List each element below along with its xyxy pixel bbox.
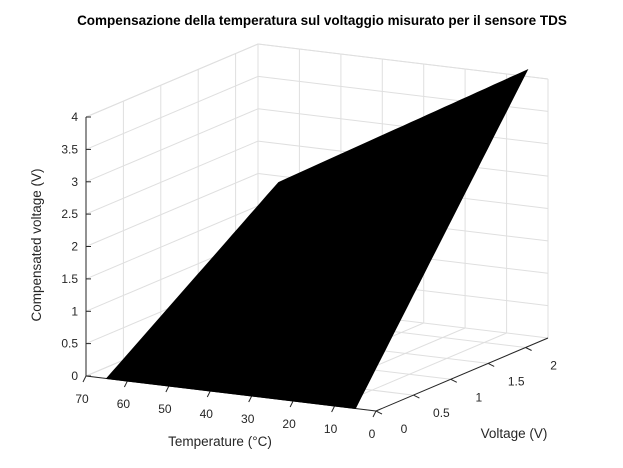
y-tick-mark	[372, 410, 377, 418]
tick-labels: 00.511.5201020304050607000.511.522.533.5…	[61, 110, 557, 441]
z-tick-label: 1.5	[61, 272, 78, 286]
y-axis-label: Temperature (°C)	[168, 434, 272, 449]
x-tick-label: 1	[475, 390, 482, 404]
x-tick-label: 0	[401, 422, 408, 436]
y-tick-mark	[165, 385, 170, 393]
back-wall-gridline-compensated	[85, 140, 259, 215]
y-tick-mark	[248, 395, 253, 403]
y-tick-label: 70	[75, 392, 89, 406]
y-tick-mark	[206, 390, 211, 398]
y-tick-label: 30	[241, 412, 255, 426]
x-axis-line	[375, 337, 549, 412]
x-tick-mark	[375, 410, 383, 415]
y-tick-mark	[289, 400, 294, 408]
x-tick-label: 2	[550, 359, 557, 373]
x-tick-label: 0.5	[433, 406, 450, 420]
surface-patch	[105, 68, 529, 410]
box-edge	[85, 43, 259, 118]
y-tick-mark	[123, 380, 128, 388]
x-tick-mark	[487, 362, 495, 367]
back-wall-gridline-compensated	[85, 75, 259, 150]
y-tick-label: 40	[200, 407, 214, 421]
x-tick-mark	[525, 347, 532, 351]
z-tick-label: 4	[71, 110, 78, 124]
z-tick-label: 3	[71, 175, 78, 189]
surface-layer	[105, 68, 529, 410]
z-tick-label: 0	[71, 369, 78, 383]
y-tick-label: 20	[282, 417, 296, 431]
x-tick-mark	[413, 394, 420, 399]
y-tick-label: 60	[117, 397, 131, 411]
y-tick-label: 10	[324, 422, 338, 436]
y-tick-mark	[82, 375, 87, 383]
x-tick-label: 1.5	[508, 374, 525, 388]
y-tick-mark	[331, 405, 336, 413]
z-tick-label: 0.5	[61, 337, 78, 351]
box-edge	[257, 43, 549, 80]
z-tick-label: 3.5	[61, 142, 78, 156]
back-wall-gridline-compensated	[85, 205, 259, 280]
z-tick-label: 1	[71, 304, 78, 318]
z-axis-label: Compensated voltage (V)	[29, 168, 44, 321]
y-tick-label: 50	[158, 402, 172, 416]
x-tick-mark	[450, 378, 458, 383]
z-tick-label: 2	[71, 240, 78, 254]
chart-title: Compensazione della temperatura sul volt…	[77, 13, 567, 28]
back-wall-gridline-compensated	[85, 173, 259, 247]
y-tick-label: 0	[369, 427, 376, 441]
x-axis-label: Voltage (V)	[481, 426, 548, 441]
z-tick-label: 2.5	[61, 207, 78, 221]
back-wall-gridline-compensated	[85, 108, 259, 183]
